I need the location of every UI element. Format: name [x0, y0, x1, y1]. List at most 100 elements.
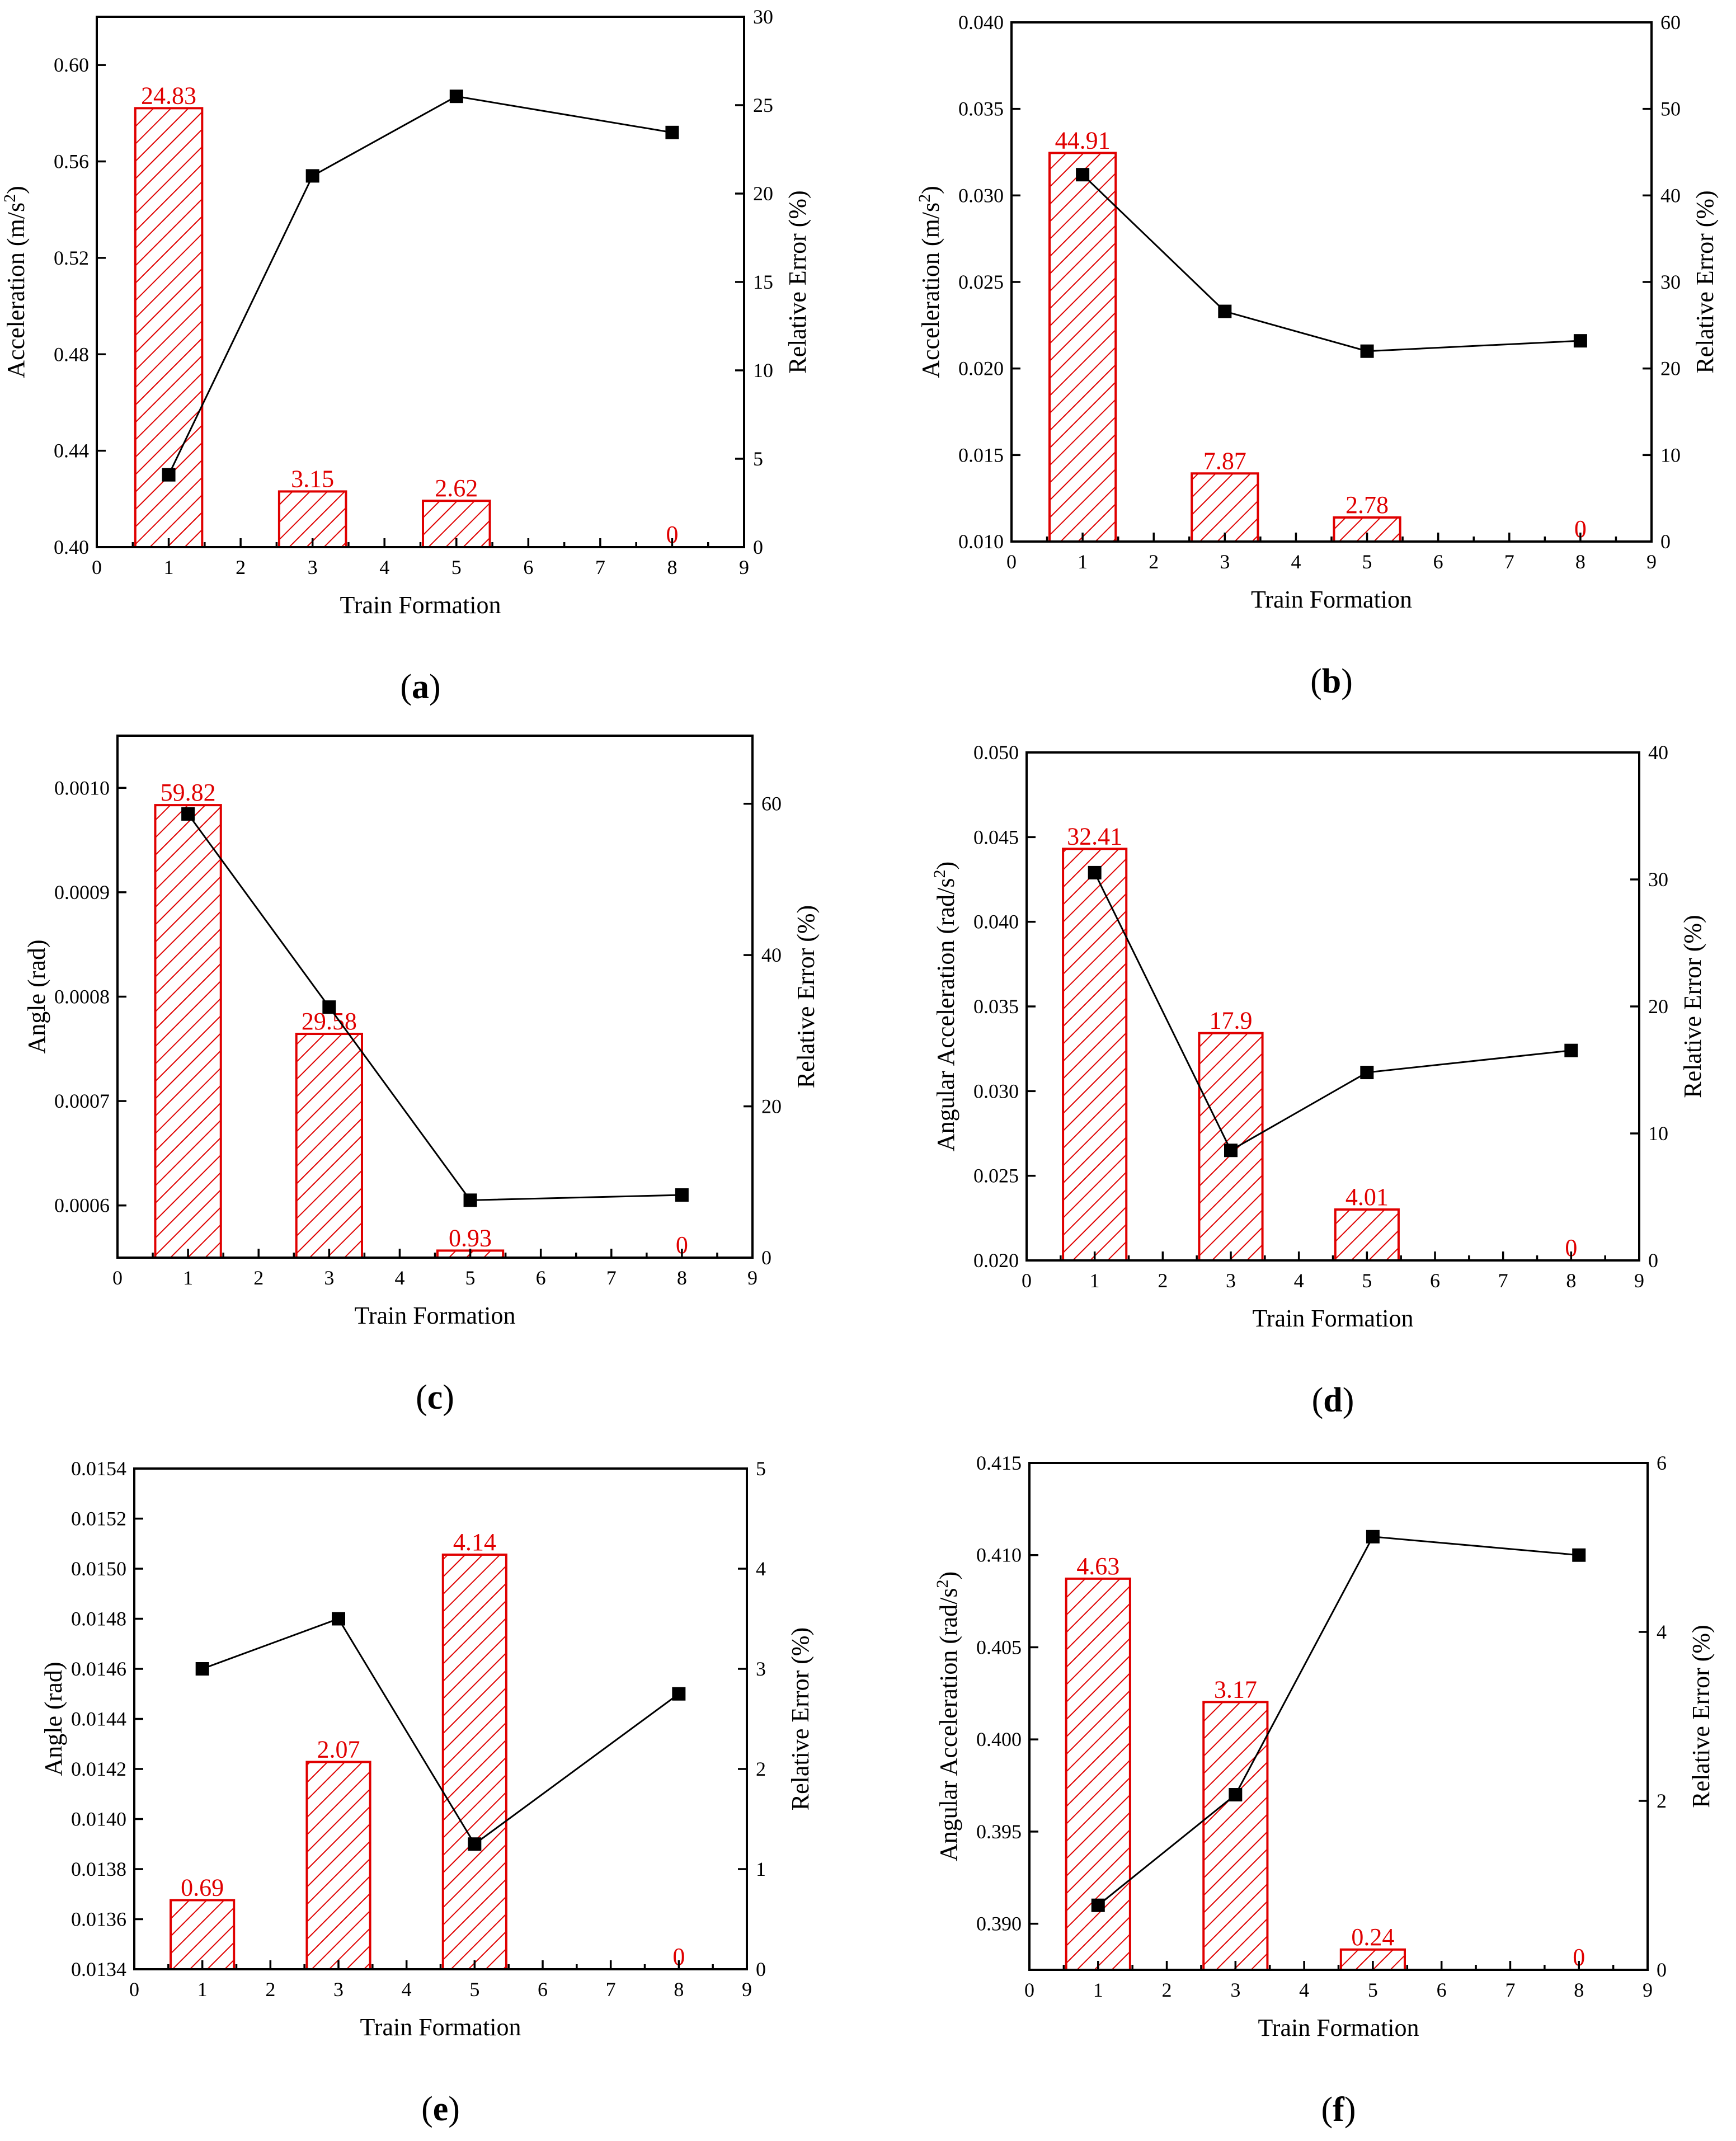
- x-tick-label-b: 2: [1149, 550, 1159, 573]
- x-axis-title-c: Train Formation: [354, 1302, 515, 1329]
- y-left-tick-label-d: 0.045: [973, 826, 1019, 848]
- bar-label-f-5: 0.24: [1351, 1923, 1394, 1951]
- marker-c-3: [322, 1000, 336, 1014]
- marker-c-8: [675, 1188, 689, 1202]
- y-left-tick-label-e: 0.0144: [71, 1708, 126, 1730]
- x-tick-label-b: 7: [1504, 550, 1514, 573]
- y-left-tick-label-e: 0.0140: [71, 1808, 126, 1831]
- y-left-tick-label-c: 0.0007: [54, 1090, 110, 1112]
- bar-b-3: [1191, 472, 1259, 543]
- y-right-tick-label-c: 60: [761, 793, 782, 815]
- y-right-tick-label-b: 10: [1660, 444, 1681, 466]
- y-left-tick-label-f: 0.405: [976, 1636, 1022, 1658]
- x-tick-label-b: 4: [1291, 550, 1301, 573]
- bar-label-e-5: 4.14: [453, 1528, 496, 1556]
- y-right-tick-label-b: 60: [1660, 11, 1681, 34]
- marker-d-8: [1564, 1043, 1578, 1057]
- y-right-title-d: Relative Error (%): [1679, 915, 1706, 1098]
- y-left-tick-label-e: 0.0142: [71, 1758, 126, 1780]
- y-left-tick-label-f: 0.410: [976, 1544, 1022, 1566]
- y-right-tick-label-f: 4: [1657, 1621, 1667, 1643]
- x-axis-title-e: Train Formation: [360, 2013, 521, 2041]
- y-left-tick-label-d: 0.025: [973, 1165, 1019, 1187]
- y-left-tick-label-b: 0.020: [958, 357, 1004, 380]
- line-c: [187, 813, 682, 1201]
- line-e: [202, 1617, 680, 1846]
- y-left-tick-label-e: 0.0136: [71, 1908, 126, 1931]
- marker-f-1: [1091, 1898, 1105, 1912]
- y-left-tick-label-c: 0.0010: [54, 777, 110, 799]
- bar-label-d-1: 32.41: [1067, 822, 1122, 850]
- y-right-tick-label-d: 0: [1648, 1249, 1658, 1272]
- marker-a-5: [449, 90, 463, 103]
- y-right-tick-label-c: 40: [761, 944, 782, 966]
- y-left-tick-label-f: 0.395: [976, 1820, 1022, 1843]
- x-tick-label-a: 0: [92, 556, 102, 578]
- y-left-tick-label-a: 0.56: [54, 150, 89, 173]
- x-tick-label-f: 3: [1230, 1979, 1240, 2001]
- y-left-tick-label-e: 0.0134: [71, 1958, 126, 1980]
- x-tick-label-f: 9: [1643, 1979, 1653, 2001]
- y-left-tick-label-b: 0.025: [958, 271, 1004, 293]
- y-left-tick-label-f: 0.415: [976, 1452, 1022, 1474]
- y-left-tick-label-d: 0.030: [973, 1080, 1019, 1102]
- x-tick-label-a: 8: [667, 556, 677, 578]
- line-a: [168, 95, 672, 476]
- y-right-tick-label-a: 30: [753, 6, 773, 28]
- bar-label-f-1: 4.63: [1076, 1552, 1119, 1580]
- y-left-tick-label-b: 0.035: [958, 98, 1004, 120]
- marker-b-1: [1076, 168, 1090, 182]
- x-tick-label-c: 8: [677, 1267, 687, 1289]
- x-tick-label-e: 8: [674, 1978, 684, 2001]
- y-left-tick-label-c: 0.0008: [54, 986, 110, 1008]
- x-tick-label-f: 6: [1437, 1979, 1447, 2001]
- marker-a-1: [162, 468, 176, 482]
- y-left-title-c: Angle (rad): [23, 939, 50, 1053]
- y-left-tick-label-b: 0.040: [958, 11, 1004, 34]
- x-tick-label-b: 0: [1006, 550, 1017, 573]
- x-tick-label-d: 1: [1090, 1269, 1100, 1292]
- marker-a-3: [305, 169, 319, 183]
- y-right-title-c: Relative Error (%): [792, 905, 820, 1088]
- bar-e-5: [441, 1553, 507, 1970]
- y-right-tick-label-d: 10: [1648, 1122, 1668, 1145]
- y-left-tick-label-d: 0.040: [973, 911, 1019, 933]
- marker-d-1: [1088, 865, 1102, 879]
- x-tick-label-b: 8: [1575, 550, 1586, 573]
- y-left-title-e: Angle (rad): [40, 1662, 67, 1776]
- y-left-tick-label-c: 0.0006: [54, 1194, 110, 1217]
- bar-label-d-8: 0: [1565, 1234, 1577, 1262]
- x-tick-label-d: 0: [1022, 1269, 1032, 1292]
- bar-label-c-5: 0.93: [449, 1224, 492, 1251]
- y-right-tick-label-a: 0: [753, 536, 763, 558]
- bar-c-1: [154, 804, 222, 1259]
- x-tick-label-f: 7: [1505, 1979, 1515, 2001]
- bar-label-b-8: 0: [1574, 515, 1587, 543]
- marker-e-3: [332, 1612, 345, 1626]
- y-right-tick-label-a: 15: [753, 271, 773, 293]
- x-tick-label-a: 9: [739, 556, 749, 578]
- y-right-tick-label-a: 10: [753, 359, 773, 382]
- x-tick-label-d: 5: [1362, 1269, 1372, 1292]
- y-right-title-b: Relative Error (%): [1691, 190, 1719, 373]
- x-tick-label-a: 4: [379, 556, 389, 578]
- y-left-tick-label-b: 0.015: [958, 444, 1004, 466]
- y-left-tick-label-f: 0.400: [976, 1728, 1022, 1751]
- y-right-tick-label-b: 20: [1660, 357, 1681, 380]
- panel-d: 32.41 17.9 4.01 0 0 1 2 3 4 5 6 7 8 9 0.020 0.025 0.030 0…: [930, 741, 1707, 1419]
- bar-label-e-1: 0.69: [181, 1874, 224, 1901]
- marker-c-1: [181, 807, 195, 821]
- x-tick-label-b: 3: [1220, 550, 1230, 573]
- bar-e-1: [170, 1899, 236, 1970]
- y-right-tick-label-c: 20: [761, 1095, 782, 1118]
- x-tick-label-d: 8: [1566, 1269, 1576, 1292]
- y-right-tick-label-e: 2: [756, 1758, 766, 1780]
- bar-b-1: [1048, 152, 1117, 543]
- x-tick-label-d: 2: [1158, 1269, 1168, 1292]
- x-tick-label-d: 4: [1294, 1269, 1304, 1292]
- x-tick-label-c: 2: [253, 1267, 264, 1289]
- y-left-tick-label-e: 0.0150: [71, 1557, 126, 1580]
- x-tick-label-b: 5: [1362, 550, 1372, 573]
- panel-label-c: (c): [416, 1378, 454, 1417]
